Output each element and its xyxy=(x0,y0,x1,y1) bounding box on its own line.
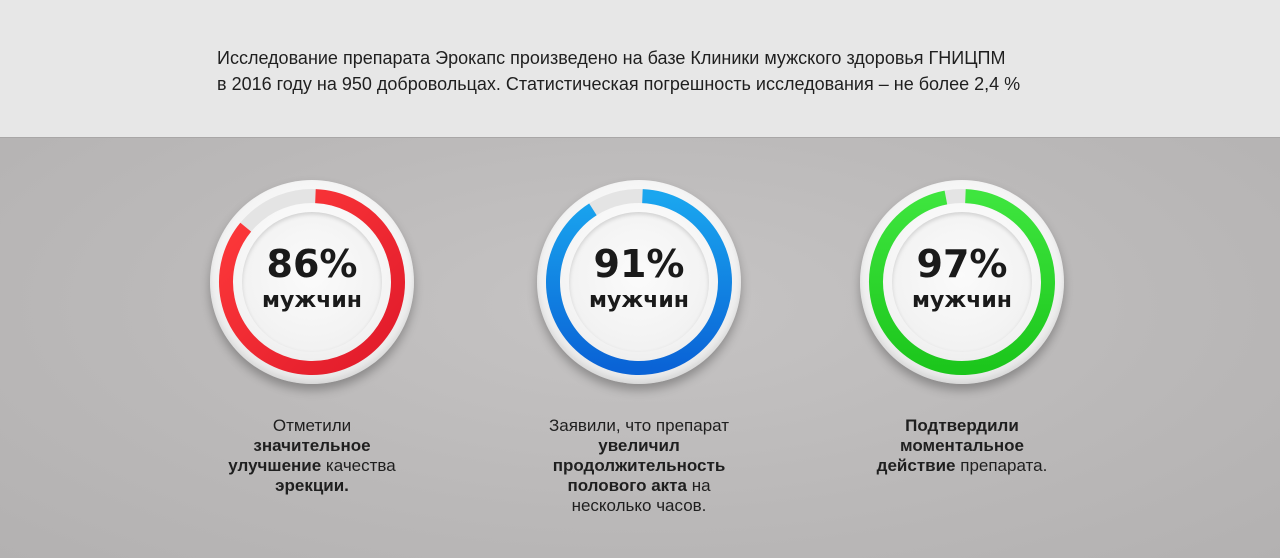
stat-percent: 86% xyxy=(266,242,358,286)
stat-caption: Отметили значительное улучшение качества… xyxy=(177,416,447,496)
progress-ring: 86% мужчин xyxy=(210,180,414,384)
stat-unit: мужчин xyxy=(912,288,1012,313)
caption-bold: моментальное xyxy=(900,436,1024,455)
caption-bold: полового акта xyxy=(567,476,687,495)
caption-bold: увеличил xyxy=(598,436,680,455)
caption-bold: эрекции. xyxy=(275,476,349,495)
caption-text: препарата. xyxy=(955,456,1048,475)
caption-text: на xyxy=(686,476,711,495)
stat-percent: 91% xyxy=(593,242,685,286)
stat-unit: мужчин xyxy=(262,288,362,313)
caption-bold: Подтвердили xyxy=(905,416,1019,435)
intro-band: Исследование препарата Эрокапс произведе… xyxy=(0,0,1280,138)
caption-bold: продолжительность xyxy=(552,456,726,475)
caption-text: несколько часов. xyxy=(571,496,707,515)
ring-arc xyxy=(869,189,1055,375)
progress-ring: 97% мужчин xyxy=(860,180,1064,384)
caption-text: Заявили, что препарат xyxy=(548,416,730,435)
ring-center xyxy=(242,212,382,352)
stat-unit: мужчин xyxy=(589,288,689,313)
progress-ring-svg xyxy=(219,189,405,375)
progress-ring: 91% мужчин xyxy=(537,180,741,384)
stat-caption: Подтвердили моментальное действие препар… xyxy=(827,416,1097,476)
ring-arc xyxy=(219,189,405,375)
intro-text: Исследование препарата Эрокапс произведе… xyxy=(217,45,1117,97)
caption-bold: значительное xyxy=(253,436,371,455)
caption-text: Отметили xyxy=(272,416,352,435)
caption-bold: действие xyxy=(876,456,956,475)
progress-ring-svg xyxy=(546,189,732,375)
stat-percent: 97% xyxy=(916,242,1008,286)
ring-center xyxy=(569,212,709,352)
progress-ring-svg xyxy=(869,189,1055,375)
caption-bold: улучшение xyxy=(228,456,322,475)
caption-text: качества xyxy=(321,456,396,475)
intro-line-2: в 2016 году на 950 добровольцах. Статист… xyxy=(217,74,1021,94)
ring-arc xyxy=(546,189,732,375)
intro-line-1: Исследование препарата Эрокапс произведе… xyxy=(217,48,1006,68)
ring-center xyxy=(892,212,1032,352)
stat-caption: Заявили, что препарат увеличил продолжит… xyxy=(504,416,774,516)
